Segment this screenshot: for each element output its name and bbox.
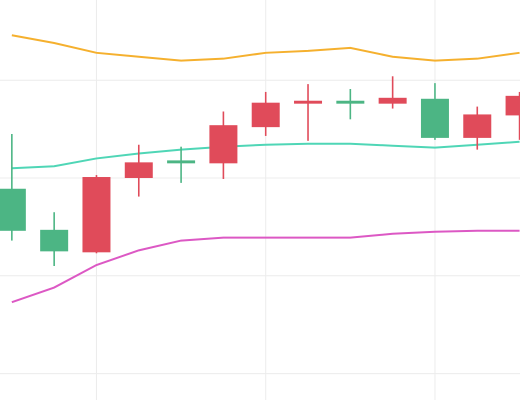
candle-body: [167, 160, 196, 164]
band-line: [11, 34, 520, 62]
candle-body: [294, 100, 323, 104]
candle-body: [336, 100, 365, 104]
candle-body: [124, 162, 153, 178]
candle-body: [209, 125, 238, 164]
band-line: [11, 140, 520, 170]
candle-body: [40, 229, 69, 252]
candle-body: [0, 188, 26, 231]
candle-body: [463, 114, 492, 138]
candle-body: [251, 102, 280, 128]
candle-body: [505, 95, 520, 116]
candle-body: [378, 97, 407, 104]
candle-body: [420, 98, 449, 138]
candle-body: [82, 177, 111, 253]
band-line: [11, 229, 520, 304]
